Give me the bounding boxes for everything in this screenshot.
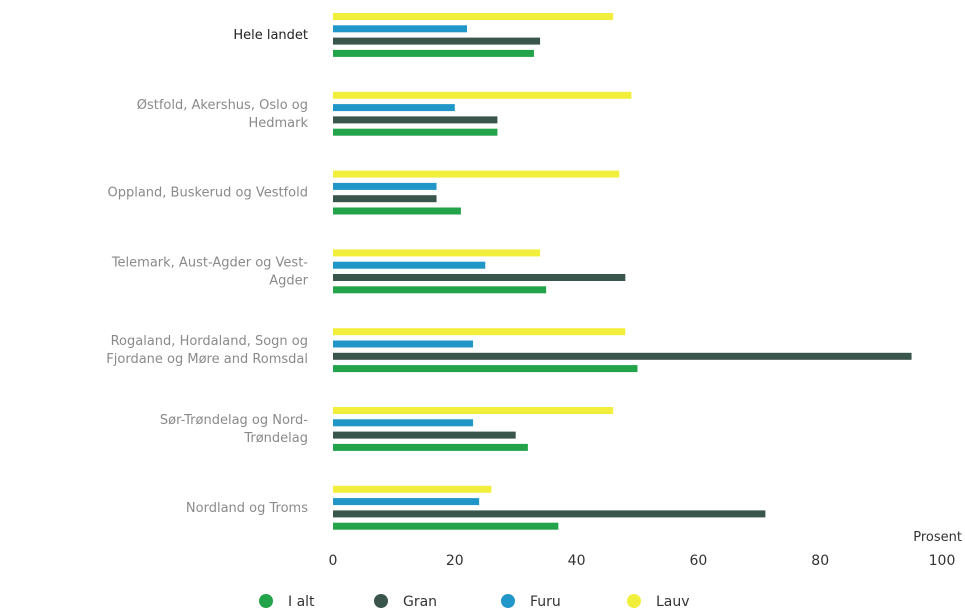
bar-gran bbox=[333, 431, 516, 439]
legend-marker bbox=[627, 594, 641, 608]
bar-lauv bbox=[333, 170, 620, 178]
category-label: Telemark, Aust-Agder og Vest- bbox=[111, 255, 308, 270]
x-axis-unit-label: Prosent bbox=[913, 530, 962, 545]
category-label: Oppland, Buskerud og Vestfold bbox=[107, 186, 308, 201]
bar-gran bbox=[333, 274, 626, 281]
bar-i-alt bbox=[333, 443, 528, 451]
category-label: Østfold, Akershus, Oslo og bbox=[137, 98, 308, 113]
bar-i-alt bbox=[333, 522, 559, 530]
bar-gran bbox=[333, 352, 912, 360]
x-tick-label: 0 bbox=[329, 553, 338, 569]
category-label: Nordland og Troms bbox=[186, 501, 308, 516]
x-axis-ticks: 0 20 40 60 80 100 bbox=[329, 553, 956, 569]
bar-furu bbox=[333, 340, 474, 348]
bar-furu bbox=[333, 104, 455, 112]
category-label: Agder bbox=[269, 273, 308, 288]
bar-lauv bbox=[333, 328, 626, 336]
legend-marker bbox=[374, 594, 388, 608]
bar-i-alt bbox=[333, 207, 461, 215]
bar-furu bbox=[333, 25, 467, 33]
legend-label: Lauv bbox=[656, 594, 690, 610]
bar-gran bbox=[333, 510, 766, 518]
bar-lauv bbox=[333, 485, 492, 493]
category-label: Fjordane og Møre and Romsdal bbox=[106, 352, 308, 367]
x-tick-label: 40 bbox=[568, 553, 586, 569]
legend: I alt Gran Furu Lauv bbox=[259, 594, 690, 610]
x-tick-label: 60 bbox=[689, 553, 707, 569]
bar-lauv bbox=[333, 91, 632, 99]
legend-label: I alt bbox=[288, 594, 315, 610]
category-label: Sør-Trøndelag og Nord- bbox=[160, 413, 308, 428]
bar-i-alt bbox=[333, 365, 638, 373]
category-label: Hedmark bbox=[248, 116, 308, 131]
bar-gran bbox=[333, 116, 498, 124]
bar-lauv bbox=[333, 249, 541, 257]
x-tick-label: 20 bbox=[446, 553, 464, 569]
category-labels: Hele landet Østfold, Akershus, Oslo og Hed… bbox=[106, 28, 308, 516]
bar-lauv bbox=[333, 407, 614, 414]
bar-gran bbox=[333, 37, 541, 45]
legend-marker bbox=[501, 594, 515, 608]
bars bbox=[333, 13, 912, 530]
legend-label: Furu bbox=[530, 594, 561, 610]
bar-furu bbox=[333, 182, 437, 190]
category-label: Hele landet bbox=[233, 28, 308, 43]
x-tick-label: 80 bbox=[811, 553, 829, 569]
x-tick-label: 100 bbox=[929, 553, 956, 569]
bar-furu bbox=[333, 498, 480, 506]
legend-label: Gran bbox=[403, 594, 437, 610]
bar-i-alt bbox=[333, 128, 498, 136]
legend-marker bbox=[259, 594, 273, 608]
bar-lauv bbox=[333, 13, 614, 20]
bar-i-alt bbox=[333, 49, 534, 57]
bar-furu bbox=[333, 419, 474, 427]
bar-i-alt bbox=[333, 286, 547, 294]
bar-gran bbox=[333, 195, 437, 203]
bar-furu bbox=[333, 261, 486, 269]
category-label: Rogaland, Hordaland, Sogn og bbox=[111, 334, 308, 349]
category-label: Trøndelag bbox=[243, 431, 308, 446]
